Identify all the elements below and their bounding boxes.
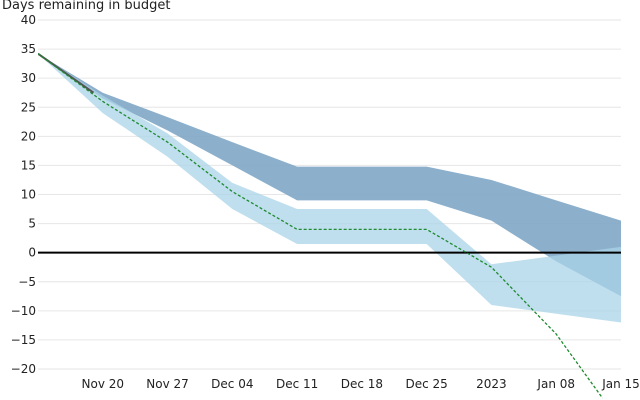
y-tick-label: 5: [28, 217, 36, 231]
y-tick-label: −5: [18, 275, 36, 289]
y-tick-label: 0: [28, 246, 36, 260]
y-tick-label: 40: [21, 13, 36, 27]
y-tick-label: 15: [21, 158, 36, 172]
y-tick-label: 35: [21, 42, 36, 56]
y-tick-label: 20: [21, 129, 36, 143]
x-tick-label: Jan 15: [601, 377, 640, 391]
x-tick-label: Dec 25: [406, 377, 448, 391]
x-tick-label: 2023: [476, 377, 507, 391]
x-tick-label: Dec 18: [341, 377, 383, 391]
y-axis-ticks: 40 35 30 25 20 15 10 5 0 −5 −10 −15 −20: [11, 13, 36, 376]
y-axis-label: Days remaining in budget: [2, 0, 170, 13]
y-tick-label: −10: [11, 304, 36, 318]
y-tick-label: 10: [21, 188, 36, 202]
y-tick-label: −15: [11, 333, 36, 347]
series-lines: [38, 52, 604, 399]
x-tick-label: Nov 20: [82, 377, 125, 391]
bands: [38, 53, 621, 323]
projected-dashed-line: [38, 53, 604, 399]
light-forecast-band: [38, 53, 621, 323]
x-tick-label: Jan 08: [536, 377, 575, 391]
x-tick-label: Dec 04: [211, 377, 253, 391]
x-axis-ticks: Nov 20 Nov 27 Dec 04 Dec 11 Dec 18 Dec 25 2023…: [82, 377, 640, 391]
x-tick-label: Dec 11: [276, 377, 318, 391]
y-tick-label: −20: [11, 362, 36, 376]
y-tick-label: 25: [21, 100, 36, 114]
y-tick-label: 30: [21, 71, 36, 85]
x-tick-label: Nov 27: [146, 377, 189, 391]
dark-forecast-band: [38, 53, 621, 297]
